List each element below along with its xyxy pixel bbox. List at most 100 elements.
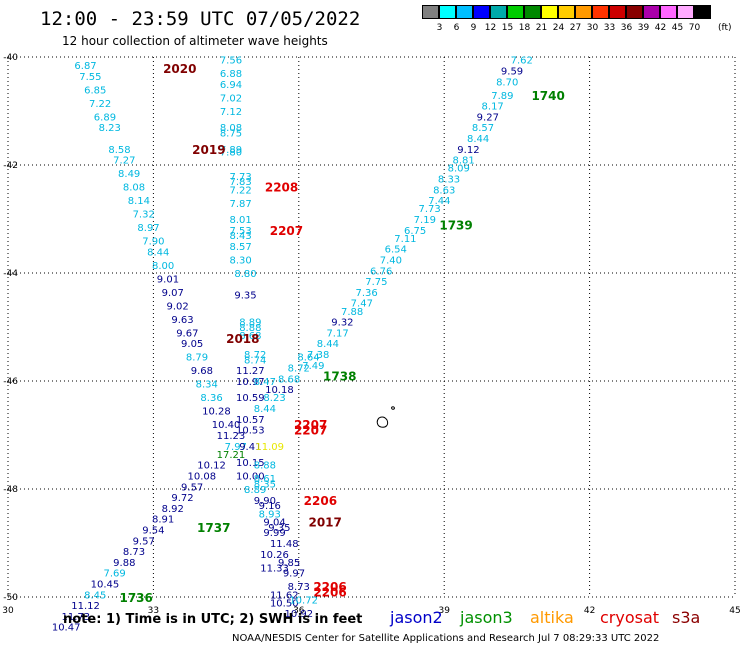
- color-scale-label: 45: [671, 23, 684, 33]
- color-scale-swatch: [422, 5, 439, 19]
- wave-height-value: 6.87: [74, 61, 96, 72]
- lat-tick-label: -48: [3, 485, 18, 495]
- color-scale-swatch: [524, 5, 541, 19]
- wave-height-value: 6.75: [404, 226, 426, 237]
- wave-height-value: 8.91: [152, 515, 174, 526]
- pass-time-label: 2208: [265, 181, 298, 195]
- wave-height-value: 8.73: [123, 547, 145, 558]
- wave-height-value: 10.97: [236, 377, 265, 388]
- pass-time-label: 2206: [313, 586, 346, 600]
- wave-height-value: 11.33: [260, 563, 289, 574]
- pass-time-label: 2020: [163, 62, 196, 76]
- wave-height-value: 10.12: [197, 461, 226, 472]
- wave-height-value: 9.99: [263, 528, 285, 539]
- wave-height-value: 9.85: [278, 558, 300, 569]
- wave-height-value: 8.93: [259, 509, 281, 520]
- wave-height-value: 11.09: [255, 442, 284, 453]
- pass-time-label: 1740: [531, 89, 564, 103]
- lon-tick-label: 42: [584, 606, 595, 616]
- color-scale-swatch: [609, 5, 626, 19]
- wave-height-value: 8.36: [200, 393, 222, 404]
- wave-height-value: 8.73: [288, 582, 310, 593]
- wave-height-value: 8.88: [239, 323, 261, 334]
- wave-height-value: 7.73: [230, 172, 252, 183]
- wave-height-value: 8.44: [147, 247, 169, 258]
- wave-height-value: 8.72: [244, 350, 266, 361]
- wave-height-value: 10.59: [236, 393, 265, 404]
- wave-height-value: 9.67: [176, 328, 198, 339]
- color-scale-label: 42: [654, 23, 667, 33]
- wave-height-value: 7.02: [220, 94, 242, 105]
- pass-time-label: 2206: [304, 494, 337, 508]
- wave-height-value: 7.53: [230, 226, 252, 237]
- wave-height-value: 7.56: [220, 56, 242, 67]
- wave-height-value: 7.19: [414, 215, 436, 226]
- wave-height-value: 8.92: [162, 504, 184, 515]
- color-scale-label: 18: [518, 23, 531, 33]
- color-scale-label: 9: [470, 23, 477, 33]
- wave-height-value: 7.40: [380, 256, 402, 267]
- color-scale-swatch: [575, 5, 592, 19]
- wave-height-value: 10.45: [91, 580, 120, 591]
- wave-height-value: 7.90: [142, 237, 164, 248]
- wave-height-value: 8.30: [230, 256, 252, 267]
- legend-cryosat: cryosat: [600, 608, 660, 627]
- wave-height-value: 11.23: [217, 431, 246, 442]
- wave-height-value: 9.16: [259, 501, 281, 512]
- color-scale-label: 21: [535, 23, 548, 33]
- wave-height-value: 8.63: [433, 185, 455, 196]
- wave-height-value: 9.88: [113, 558, 135, 569]
- wave-height-value: 8.89: [239, 318, 261, 329]
- wave-height-value: 9.59: [501, 67, 523, 78]
- lat-tick-label: -42: [3, 161, 18, 171]
- color-scale-swatch: [473, 5, 490, 19]
- wave-height-value: 9.72: [171, 493, 193, 504]
- wave-height-value: 8.80: [234, 269, 256, 280]
- lat-tick-label: -44: [3, 269, 18, 279]
- wave-height-value: 8.08: [123, 183, 145, 194]
- wave-height-value: 8.44: [254, 404, 276, 415]
- pass-time-label: 1738: [323, 370, 356, 384]
- wave-height-value: 17.21: [217, 450, 246, 461]
- wave-height-value: 7.12: [220, 107, 242, 118]
- color-scale-labels: 3 6 9 12 15 18 21 24 27 30 33 36 39 42 45 70: [422, 23, 703, 33]
- wave-height-value: 11.12: [71, 601, 100, 612]
- wave-height-value: 8.72: [288, 364, 310, 375]
- wave-height-value: 8.17: [482, 102, 504, 113]
- pass-time-label: 2207: [270, 224, 303, 238]
- wave-height-value: 10.92: [284, 609, 313, 620]
- pass-time-label: 1736: [119, 591, 152, 605]
- wave-height-value: 10.40: [212, 420, 241, 431]
- color-scale-swatch: [507, 5, 524, 19]
- wave-height-value: 9.32: [331, 318, 353, 329]
- color-scale-swatch: [626, 5, 643, 19]
- wave-height-value: 7.69: [103, 569, 125, 580]
- color-scale-label: 15: [501, 23, 514, 33]
- map-grid: [7, 56, 736, 598]
- lat-tick-label: -50: [3, 593, 18, 603]
- wave-height-value: 7.47: [351, 299, 373, 310]
- wave-height-value: 9.63: [171, 315, 193, 326]
- wave-height-value: 7.73: [419, 204, 441, 215]
- wave-height-value: 7.27: [113, 156, 135, 167]
- wave-height-value: 7.22: [89, 99, 111, 110]
- color-scale-label: 27: [569, 23, 582, 33]
- wave-height-value: 8.35: [254, 480, 276, 491]
- legend-altika: altika: [530, 608, 574, 627]
- color-scale-swatch: [694, 5, 711, 19]
- color-scale-label: 33: [603, 23, 616, 33]
- legend-jason2: jason2: [390, 608, 443, 627]
- island-outline: [376, 406, 395, 428]
- wave-height-value: 7.88: [341, 307, 363, 318]
- color-scale-label: 70: [688, 23, 701, 33]
- pass-time-label: 2019: [192, 143, 225, 157]
- color-scale-swatch: [439, 5, 456, 19]
- wave-height-value: 9.12: [457, 145, 479, 156]
- wave-height-value: 8.89: [244, 485, 266, 496]
- wave-height-value: 8.33: [438, 175, 460, 186]
- wave-height-value: 7.97: [225, 442, 247, 453]
- wave-height-value: 10.28: [202, 407, 231, 418]
- wave-height-value: 7.87: [230, 199, 252, 210]
- lon-tick-label: 33: [148, 606, 159, 616]
- wave-height-value: 8.47: [254, 377, 276, 388]
